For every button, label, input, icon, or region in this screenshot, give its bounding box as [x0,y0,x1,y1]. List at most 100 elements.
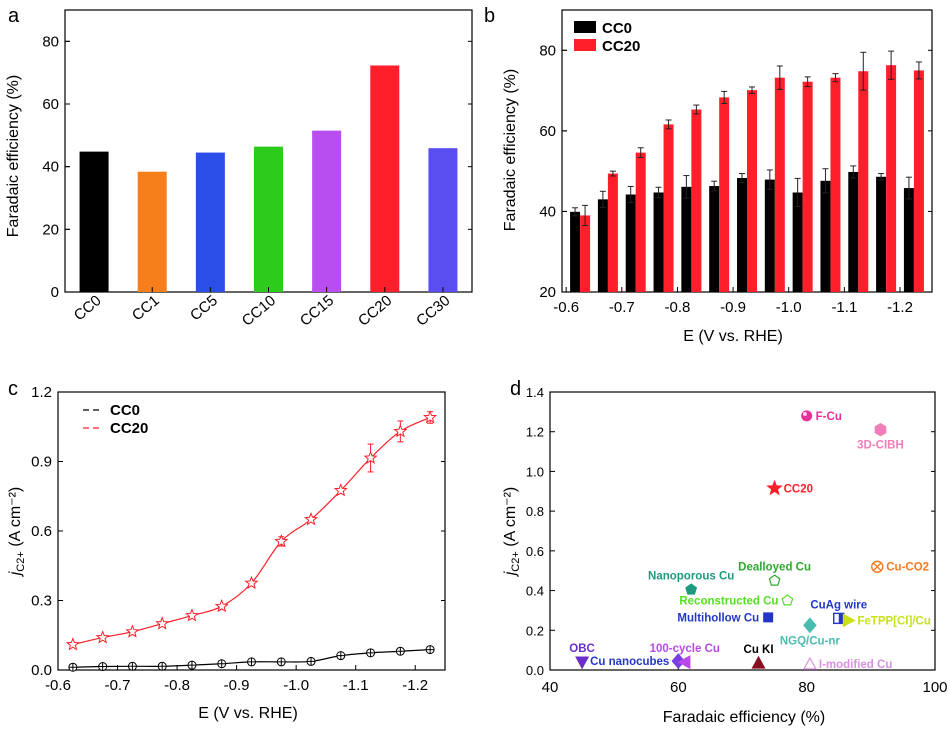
panel-d-point [677,655,691,670]
panel-d-point-label: Reconstructed Cu [679,596,778,608]
panel-c-point-cc20 [214,598,229,613]
panel-b-bar-cc0 [764,179,775,292]
panel-d-point [781,594,794,606]
panel-b-bar-cc0 [681,186,692,292]
panel-a-xtick-label: CC0 [71,292,105,324]
panel-c-point-cross [426,645,435,654]
panel-d-point-label: CC20 [784,483,813,495]
panel-c-legend-label: CC0 [110,402,140,419]
panel-d-ytick-label: 0.0 [526,663,544,678]
panel-c-point-cc20 [363,450,378,465]
panel-b-bar-cc20 [858,71,869,292]
panel-d-point [763,612,774,623]
panel-b-bar-cc20 [663,124,674,292]
panel-c-point-cc20 [303,512,318,526]
panel-b-ylabel: Faradaic efficiency (%) [502,69,519,231]
panel-b-bar-cc0 [903,188,914,292]
panel-d-ytick-label: 0.4 [526,584,544,599]
panel-d-ytick-label: 0.6 [526,544,544,559]
panel-b-xtick-label: -0.9 [720,299,746,316]
panel-c-ytick-label: 0.9 [31,454,52,471]
panel-d-point-label: Multihollow Cu [677,612,759,624]
panel-c-ytick-label: 0.0 [31,662,52,679]
panel-d-point-label: CuAg wire [810,599,867,611]
panel-b-bar-cc0 [570,211,581,292]
panel-d-point-label: NGQ/Cu-nr [780,635,841,647]
panel-a-xtick-label: CC20 [355,292,395,330]
panel-d-point-label: Dealloyed Cu [738,562,811,574]
panel-d-point-label: OBC [569,643,595,655]
panel-b-legend-label: CC20 [602,38,640,55]
panel-d-point-label: FeTPP[Cl]/Cu [857,615,930,627]
panel-a-ytick-label: 40 [42,159,59,176]
panel-d-point [766,479,783,496]
panel-d-ylabel: jC2+ (A cm⁻²) [502,487,522,578]
panel-d-point-label: Cu KI [744,644,774,656]
panel-c-point-cross [68,663,77,672]
panel-c-point-cross [366,648,375,657]
panel-c-ytick-label: 1.2 [31,384,52,401]
panel-a-ytick-label: 80 [42,33,59,50]
panel-c-xtick-label: -0.9 [224,677,250,694]
panel-c-point-cross [307,657,316,666]
panel-c-ytick-label: 0.3 [31,593,52,610]
panel-a: a Faradaic efficiency (%) 0 20 40 60 80 CC0 CC… [5,5,473,330]
panel-a-xtick-label: CC15 [297,292,337,330]
panel-b-xtick-label: -1.2 [887,299,913,316]
panel-a-xtick-label: CC5 [187,292,221,324]
panel-b-legend-swatch [574,39,596,51]
panel-c-point-cc20 [244,575,259,590]
panel-b-bar-cc0 [653,192,664,292]
panel-b-ytick-label: 80 [539,42,556,59]
panel-a-letter: a [8,5,20,27]
panel-b-legend-swatch [574,21,596,33]
panel-d-xtick-label: 100 [922,679,947,696]
panel-c-xtick-label: -1.1 [343,677,369,694]
panel-c: c E (V vs. RHE) 0.0 0.3 0.6 0.9 1.2 -0.6 -0.7 -… [7,378,446,722]
panel-d-point-fill [838,613,844,624]
panel-c-point-cc20 [185,608,200,622]
panel-c-line-cc20 [72,416,431,646]
panel-d-ytick-label: 1.4 [526,385,544,400]
panel-a-ytick-label: 0 [51,284,59,301]
panel-a-bar [79,151,109,292]
panel-c-point-cc20 [274,534,289,548]
panel-d-xlabel: Faradaic efficiency (%) [663,709,825,726]
panel-b-legend-label: CC0 [602,20,632,37]
panel-c-point-cross [277,657,286,666]
panel-b-ytick-label: 60 [539,123,556,140]
panel-d-point [768,574,781,586]
panel-d-point [751,655,766,669]
panel-c-point-cc20 [333,483,348,497]
panel-b-bar-cc0 [625,194,636,292]
panel-c-point-cross [158,662,167,671]
panel-b-bar-cc0 [709,186,720,292]
panel-c-point-cc20 [423,410,438,424]
panel-d-ytick-label: 0.8 [526,504,544,519]
panel-b-bar-cc0 [597,199,608,292]
panel-a-xtick-label: CC30 [413,292,453,330]
panel-a-bar [195,152,225,292]
panel-d-xtick-label: 80 [798,679,815,696]
panel-d-point [874,423,887,437]
panel-b-xtick-label: -0.6 [553,299,579,316]
panel-b-bar-cc0 [820,180,831,292]
panel-c-point-cc20 [155,616,170,630]
panel-c-point-cross [128,662,137,671]
panel-b-bar-cc20 [886,65,897,292]
panel-c-ylabel: jC2+ (A cm⁻²) [7,487,27,578]
panel-d-xtick-label: 60 [670,679,687,696]
panel-d-point-label: 3D-CIBH [857,440,904,452]
panel-d-ytick-label: 1.2 [526,425,544,440]
panel-d-point-label: Cu nanocubes [590,656,669,668]
panel-c-point-cc20 [125,624,140,638]
panel-b-ytick-label: 20 [539,284,556,301]
panel-c-point-cc20 [393,424,408,438]
panel-c-point-cross [217,659,226,668]
panel-b-bar-cc0 [876,176,887,292]
panel-b-letter: b [484,5,495,27]
panel-b: b Faradaic efficiency (%) E (V vs. RHE) … [484,5,933,345]
panel-b-bar-cc0 [848,171,859,292]
panel-b-xlabel: E (V vs. RHE) [683,328,783,345]
panel-c-xlabel: E (V vs. RHE) [198,705,298,722]
